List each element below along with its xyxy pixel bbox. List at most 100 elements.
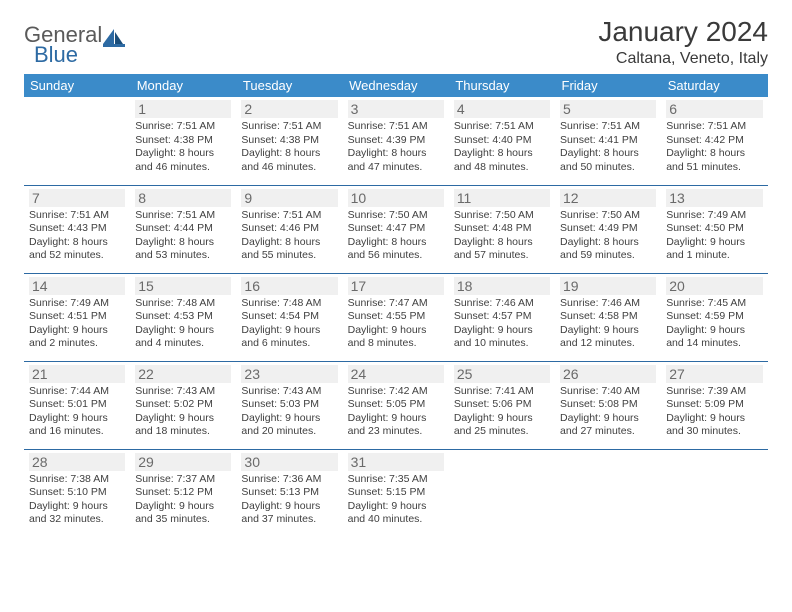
day-number: 19: [560, 277, 656, 295]
daylight-line: Daylight: 9 hours and 6 minutes.: [241, 324, 337, 351]
sunset-line: Sunset: 5:15 PM: [348, 486, 444, 500]
daylight-line: Daylight: 9 hours and 10 minutes.: [454, 324, 550, 351]
sunset-line: Sunset: 5:10 PM: [29, 486, 125, 500]
weekday-header: Tuesday: [236, 74, 342, 97]
daylight-line: Daylight: 9 hours and 18 minutes.: [135, 412, 231, 439]
sunset-line: Sunset: 5:02 PM: [135, 398, 231, 412]
day-number: 11: [454, 189, 550, 207]
day-number: 31: [348, 453, 444, 471]
day-number: 16: [241, 277, 337, 295]
daylight-line: Daylight: 9 hours and 30 minutes.: [666, 412, 762, 439]
calendar-cell: [449, 449, 555, 537]
sunset-line: Sunset: 4:43 PM: [29, 222, 125, 236]
calendar-cell: 1Sunrise: 7:51 AMSunset: 4:38 PMDaylight…: [130, 97, 236, 185]
sunset-line: Sunset: 4:46 PM: [241, 222, 337, 236]
day-number: 8: [135, 189, 231, 207]
sunrise-line: Sunrise: 7:51 AM: [666, 120, 762, 134]
sunset-line: Sunset: 5:12 PM: [135, 486, 231, 500]
calendar-cell: 30Sunrise: 7:36 AMSunset: 5:13 PMDayligh…: [236, 449, 342, 537]
sail-icon: [103, 27, 125, 45]
calendar-cell: 3Sunrise: 7:51 AMSunset: 4:39 PMDaylight…: [343, 97, 449, 185]
calendar-cell: 15Sunrise: 7:48 AMSunset: 4:53 PMDayligh…: [130, 273, 236, 361]
sunset-line: Sunset: 5:03 PM: [241, 398, 337, 412]
day-number: 22: [135, 365, 231, 383]
sunset-line: Sunset: 4:49 PM: [560, 222, 656, 236]
calendar-cell: 2Sunrise: 7:51 AMSunset: 4:38 PMDaylight…: [236, 97, 342, 185]
title-block: January 2024 Caltana, Veneto, Italy: [598, 16, 768, 68]
sunrise-line: Sunrise: 7:43 AM: [241, 385, 337, 399]
sunrise-line: Sunrise: 7:41 AM: [454, 385, 550, 399]
calendar-cell: 10Sunrise: 7:50 AMSunset: 4:47 PMDayligh…: [343, 185, 449, 273]
weekday-row: SundayMondayTuesdayWednesdayThursdayFrid…: [24, 74, 768, 97]
sunrise-line: Sunrise: 7:39 AM: [666, 385, 762, 399]
calendar-cell: [24, 97, 130, 185]
calendar-cell: 11Sunrise: 7:50 AMSunset: 4:48 PMDayligh…: [449, 185, 555, 273]
daylight-line: Daylight: 9 hours and 40 minutes.: [348, 500, 444, 527]
sunset-line: Sunset: 4:38 PM: [135, 134, 231, 148]
daylight-line: Daylight: 9 hours and 2 minutes.: [29, 324, 125, 351]
location: Caltana, Veneto, Italy: [598, 50, 768, 68]
sunrise-line: Sunrise: 7:51 AM: [454, 120, 550, 134]
day-number: 4: [454, 100, 550, 118]
daylight-line: Daylight: 8 hours and 46 minutes.: [135, 147, 231, 174]
weekday-header: Wednesday: [343, 74, 449, 97]
daylight-line: Daylight: 8 hours and 57 minutes.: [454, 236, 550, 263]
daylight-line: Daylight: 8 hours and 53 minutes.: [135, 236, 231, 263]
calendar-cell: 12Sunrise: 7:50 AMSunset: 4:49 PMDayligh…: [555, 185, 661, 273]
sunset-line: Sunset: 5:06 PM: [454, 398, 550, 412]
calendar-row: 7Sunrise: 7:51 AMSunset: 4:43 PMDaylight…: [24, 185, 768, 273]
calendar-cell: 16Sunrise: 7:48 AMSunset: 4:54 PMDayligh…: [236, 273, 342, 361]
sunset-line: Sunset: 4:42 PM: [666, 134, 762, 148]
calendar-cell: [555, 449, 661, 537]
sunrise-line: Sunrise: 7:40 AM: [560, 385, 656, 399]
calendar-cell: 22 Sunrise: 7:43 AMSunset: 5:02 PMDayligh…: [130, 361, 236, 449]
sunrise-line: Sunrise: 7:45 AM: [666, 297, 762, 311]
calendar-cell: 4Sunrise: 7:51 AMSunset: 4:40 PMDaylight…: [449, 97, 555, 185]
sunrise-line: Sunrise: 7:51 AM: [241, 120, 337, 134]
weekday-header: Monday: [130, 74, 236, 97]
sunrise-line: Sunrise: 7:51 AM: [348, 120, 444, 134]
calendar-row: 1Sunrise: 7:51 AMSunset: 4:38 PMDaylight…: [24, 97, 768, 185]
day-number: 17: [348, 277, 444, 295]
day-number: 24: [348, 365, 444, 383]
daylight-line: Daylight: 8 hours and 48 minutes.: [454, 147, 550, 174]
sunset-line: Sunset: 4:39 PM: [348, 134, 444, 148]
calendar-table: SundayMondayTuesdayWednesdayThursdayFrid…: [24, 74, 768, 537]
sunset-line: Sunset: 5:08 PM: [560, 398, 656, 412]
sunset-line: Sunset: 4:53 PM: [135, 310, 231, 324]
day-number: 2: [241, 100, 337, 118]
day-number: 27: [666, 365, 762, 383]
logo-word-blue: Blue: [34, 42, 78, 68]
sunrise-line: Sunrise: 7:43 AM: [135, 385, 231, 399]
calendar-cell: 13Sunrise: 7:49 AMSunset: 4:50 PMDayligh…: [661, 185, 767, 273]
sunrise-line: Sunrise: 7:51 AM: [135, 209, 231, 223]
calendar-cell: 19 Sunrise: 7:46 AMSunset: 4:58 PMDayligh…: [555, 273, 661, 361]
sunrise-line: Sunrise: 7:46 AM: [560, 297, 656, 311]
calendar-cell: 29Sunrise: 7:37 AMSunset: 5:12 PMDayligh…: [130, 449, 236, 537]
calendar-cell: 31 Sunrise: 7:35 AMSunset: 5:15 PMDayligh…: [343, 449, 449, 537]
sunrise-line: Sunrise: 7:44 AM: [29, 385, 125, 399]
day-number: 18: [454, 277, 550, 295]
daylight-line: Daylight: 9 hours and 1 minute.: [666, 236, 762, 263]
daylight-line: Daylight: 9 hours and 16 minutes.: [29, 412, 125, 439]
daylight-line: Daylight: 8 hours and 51 minutes.: [666, 147, 762, 174]
daylight-line: Daylight: 8 hours and 59 minutes.: [560, 236, 656, 263]
sunset-line: Sunset: 4:58 PM: [560, 310, 656, 324]
calendar-cell: 21Sunrise: 7:44 AMSunset: 5:01 PMDayligh…: [24, 361, 130, 449]
calendar-cell: 6Sunrise: 7:51 AMSunset: 4:42 PMDaylight…: [661, 97, 767, 185]
sunrise-line: Sunrise: 7:35 AM: [348, 473, 444, 487]
month-title: January 2024: [598, 16, 768, 48]
day-number: 29: [135, 453, 231, 471]
calendar-cell: 24Sunrise: 7:42 AMSunset: 5:05 PMDayligh…: [343, 361, 449, 449]
calendar-body: 1Sunrise: 7:51 AMSunset: 4:38 PMDaylight…: [24, 97, 768, 537]
daylight-line: Daylight: 9 hours and 12 minutes.: [560, 324, 656, 351]
calendar-cell: 5Sunrise: 7:51 AMSunset: 4:41 PMDaylight…: [555, 97, 661, 185]
day-number: 21: [29, 365, 125, 383]
daylight-line: Daylight: 9 hours and 20 minutes.: [241, 412, 337, 439]
sunset-line: Sunset: 4:47 PM: [348, 222, 444, 236]
sunset-line: Sunset: 4:59 PM: [666, 310, 762, 324]
calendar-row: 14Sunrise: 7:49 AMSunset: 4:51 PMDayligh…: [24, 273, 768, 361]
calendar-cell: 14Sunrise: 7:49 AMSunset: 4:51 PMDayligh…: [24, 273, 130, 361]
sunrise-line: Sunrise: 7:49 AM: [666, 209, 762, 223]
calendar-cell: 7Sunrise: 7:51 AMSunset: 4:43 PMDaylight…: [24, 185, 130, 273]
